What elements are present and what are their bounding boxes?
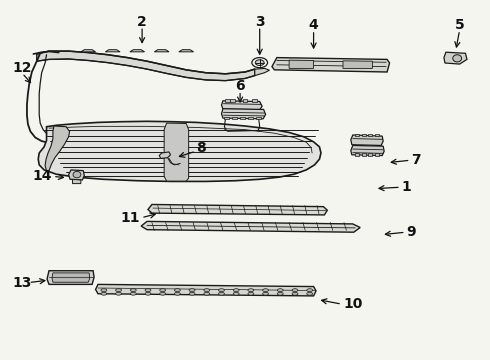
Text: 5: 5: [455, 18, 465, 32]
Ellipse shape: [189, 292, 195, 295]
Polygon shape: [221, 109, 266, 119]
Polygon shape: [148, 204, 327, 215]
Polygon shape: [289, 60, 314, 68]
Ellipse shape: [116, 292, 122, 295]
Ellipse shape: [248, 292, 254, 295]
Polygon shape: [252, 99, 257, 102]
Text: 7: 7: [412, 153, 421, 167]
Text: 4: 4: [309, 18, 318, 32]
Polygon shape: [248, 117, 253, 119]
Ellipse shape: [233, 289, 239, 292]
Polygon shape: [355, 134, 359, 136]
Ellipse shape: [101, 292, 107, 295]
Ellipse shape: [219, 289, 224, 292]
Polygon shape: [232, 117, 237, 119]
Ellipse shape: [263, 289, 269, 292]
Polygon shape: [355, 153, 359, 156]
Ellipse shape: [263, 292, 269, 295]
Polygon shape: [243, 99, 247, 102]
Ellipse shape: [73, 171, 81, 178]
Ellipse shape: [248, 289, 254, 292]
Polygon shape: [52, 273, 90, 282]
Text: 8: 8: [196, 141, 206, 154]
Polygon shape: [221, 101, 262, 110]
Polygon shape: [368, 134, 372, 136]
Ellipse shape: [307, 292, 313, 295]
Ellipse shape: [101, 289, 107, 292]
Ellipse shape: [219, 292, 224, 295]
Ellipse shape: [145, 289, 151, 292]
Ellipse shape: [292, 289, 298, 292]
Polygon shape: [159, 152, 171, 158]
Polygon shape: [81, 50, 96, 52]
Text: 12: 12: [12, 62, 32, 75]
Text: 10: 10: [343, 297, 363, 311]
Polygon shape: [368, 153, 372, 156]
Text: 1: 1: [402, 180, 412, 194]
Polygon shape: [375, 153, 379, 156]
Ellipse shape: [174, 292, 180, 295]
Polygon shape: [164, 123, 189, 181]
Ellipse shape: [204, 292, 210, 295]
Polygon shape: [362, 153, 366, 156]
Ellipse shape: [160, 289, 166, 292]
Polygon shape: [38, 121, 321, 181]
Text: 9: 9: [407, 225, 416, 239]
Ellipse shape: [252, 58, 268, 68]
Ellipse shape: [204, 289, 210, 292]
Ellipse shape: [116, 289, 122, 292]
Text: 13: 13: [12, 276, 32, 289]
Polygon shape: [37, 51, 255, 81]
Ellipse shape: [307, 289, 313, 292]
Text: 6: 6: [235, 80, 245, 93]
Polygon shape: [255, 68, 270, 76]
Ellipse shape: [160, 292, 166, 295]
Ellipse shape: [174, 289, 180, 292]
Ellipse shape: [453, 55, 462, 62]
Ellipse shape: [255, 60, 264, 66]
Polygon shape: [225, 99, 230, 102]
Text: 11: 11: [120, 211, 140, 225]
Polygon shape: [351, 145, 384, 156]
Polygon shape: [154, 50, 169, 52]
Text: 14: 14: [32, 170, 51, 183]
Ellipse shape: [292, 292, 298, 295]
Ellipse shape: [130, 292, 136, 295]
Polygon shape: [362, 134, 366, 136]
Ellipse shape: [130, 289, 136, 292]
Polygon shape: [96, 284, 316, 296]
Polygon shape: [240, 117, 245, 119]
Text: 2: 2: [137, 15, 147, 28]
Polygon shape: [130, 50, 145, 52]
Polygon shape: [351, 135, 383, 145]
Polygon shape: [444, 52, 467, 64]
Polygon shape: [343, 61, 372, 68]
Ellipse shape: [277, 292, 283, 295]
Polygon shape: [230, 99, 235, 102]
Polygon shape: [141, 221, 360, 232]
Polygon shape: [256, 117, 261, 119]
Text: 3: 3: [255, 15, 265, 28]
Polygon shape: [272, 58, 390, 72]
Polygon shape: [45, 126, 70, 171]
Polygon shape: [375, 134, 379, 136]
Polygon shape: [179, 50, 194, 52]
Polygon shape: [69, 170, 84, 180]
Ellipse shape: [145, 292, 151, 295]
Polygon shape: [224, 117, 229, 119]
Polygon shape: [73, 179, 81, 184]
Ellipse shape: [233, 292, 239, 295]
Polygon shape: [47, 271, 94, 284]
Ellipse shape: [189, 289, 195, 292]
Polygon shape: [105, 50, 120, 52]
Ellipse shape: [277, 289, 283, 292]
